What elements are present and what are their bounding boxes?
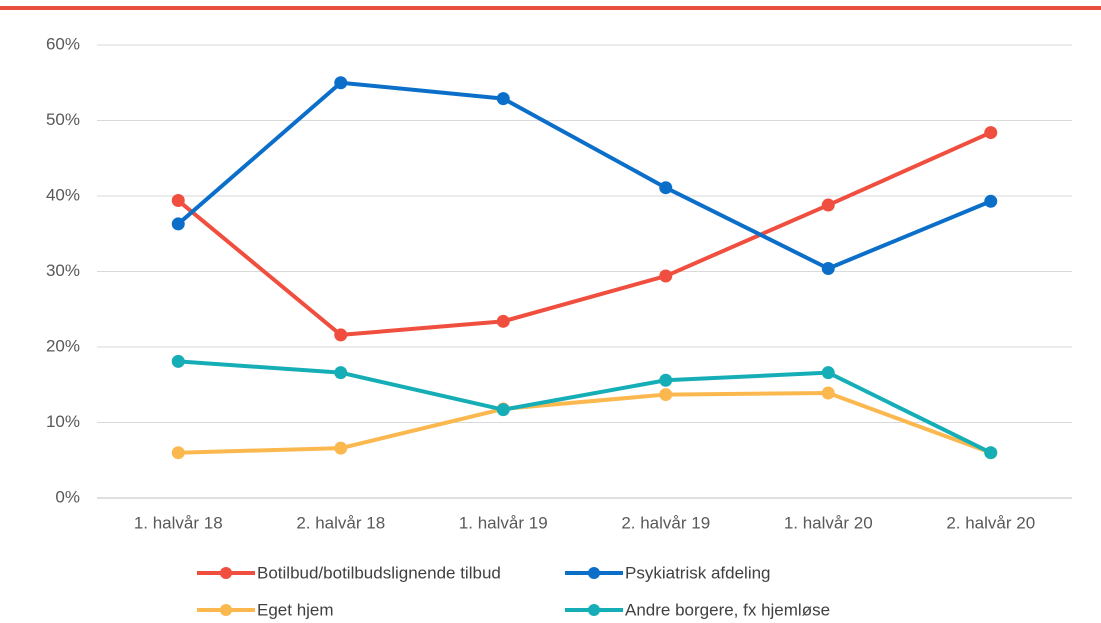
legend-label: Andre borgere, fx hjemløse xyxy=(625,600,830,619)
point xyxy=(171,217,185,231)
y-tick-label: 50% xyxy=(46,110,80,129)
point xyxy=(659,181,673,195)
point xyxy=(984,194,998,208)
legend-label: Eget hjem xyxy=(257,600,334,619)
legend-swatch-dot xyxy=(588,567,600,579)
legend-swatch-dot xyxy=(220,567,232,579)
y-tick-label: 30% xyxy=(46,261,80,280)
y-tick-label: 10% xyxy=(46,412,80,431)
x-tick-label: 1. halvår 19 xyxy=(459,513,548,532)
point xyxy=(821,386,835,400)
y-tick-label: 60% xyxy=(46,34,80,53)
point xyxy=(984,446,998,460)
y-tick-label: 0% xyxy=(55,487,80,506)
point xyxy=(496,403,510,417)
point xyxy=(821,198,835,212)
y-tick-label: 20% xyxy=(46,336,80,355)
point xyxy=(334,76,348,90)
point xyxy=(496,314,510,328)
x-tick-label: 1. halvår 20 xyxy=(784,513,873,532)
point xyxy=(171,194,185,208)
point xyxy=(659,269,673,283)
legend-label: Botilbud/botilbudslignende tilbud xyxy=(257,563,501,582)
x-tick-label: 2. halvår 20 xyxy=(946,513,1035,532)
series-line xyxy=(178,359,992,455)
point xyxy=(821,366,835,380)
point xyxy=(334,366,348,380)
point xyxy=(171,446,185,460)
point xyxy=(821,261,835,275)
series-line xyxy=(176,80,992,271)
x-tick-label: 2. halvår 19 xyxy=(621,513,710,532)
legend-swatch-dot xyxy=(220,604,232,616)
point xyxy=(171,354,185,368)
point xyxy=(334,441,348,455)
point xyxy=(496,92,510,106)
top-rule xyxy=(0,6,1101,10)
series-line xyxy=(176,130,992,337)
x-tick-label: 2. halvår 18 xyxy=(296,513,385,532)
x-tick-label: 1. halvår 18 xyxy=(134,513,223,532)
point xyxy=(659,388,673,402)
point xyxy=(984,126,998,140)
point xyxy=(334,328,348,342)
y-tick-label: 40% xyxy=(46,185,80,204)
legend-label: Psykiatrisk afdeling xyxy=(625,563,771,582)
legend-swatch-dot xyxy=(588,604,600,616)
point xyxy=(659,373,673,387)
series-line xyxy=(178,391,992,455)
